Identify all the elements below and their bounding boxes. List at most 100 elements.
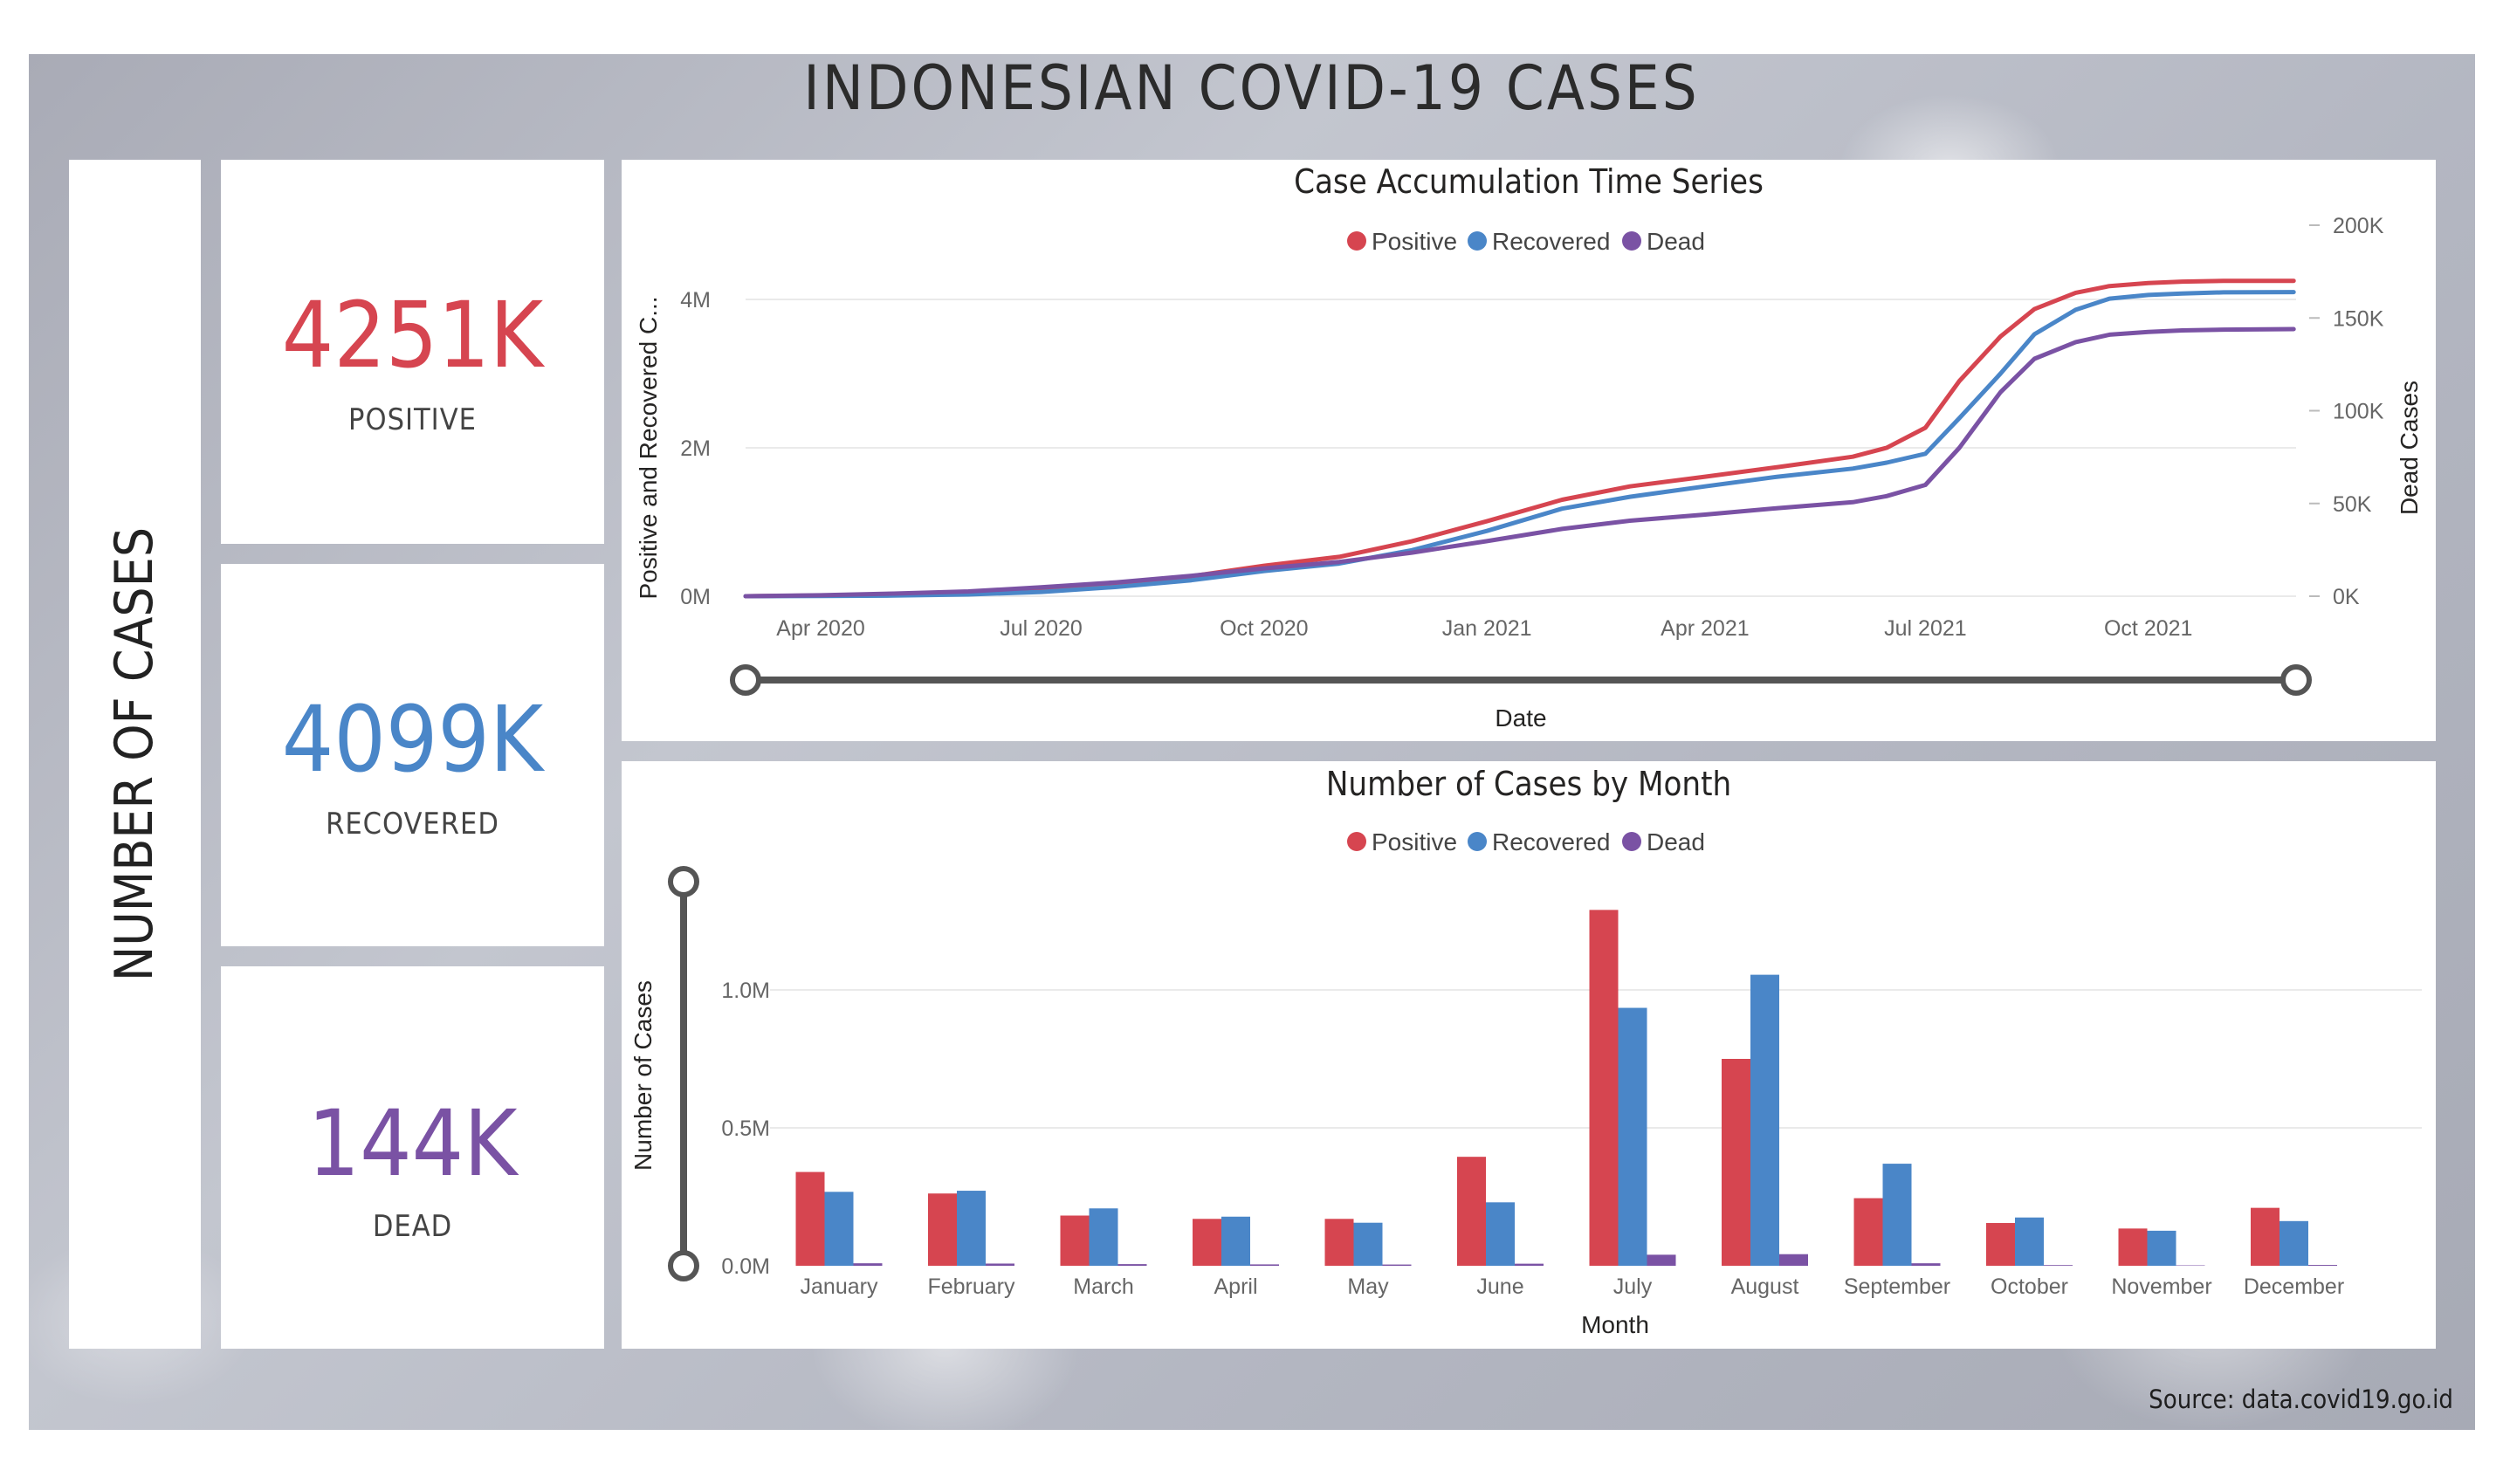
x-tick-label: Jan 2021: [1442, 616, 1532, 641]
bar-recovered[interactable]: [1353, 1222, 1383, 1266]
bar-positive[interactable]: [1457, 1157, 1486, 1266]
bar-positive[interactable]: [1193, 1219, 1221, 1266]
x-axis-ticks: Apr 2020 Jul 2020 Oct 2020 Jan 2021 Apr 2021…: [776, 616, 2192, 641]
kpi-value-dead: 144K: [307, 1090, 518, 1197]
slider-handle-bottom[interactable]: [668, 1250, 699, 1281]
x-tick-label: August: [1731, 1274, 1799, 1299]
date-range-slider[interactable]: [730, 664, 2312, 696]
y-tick-label: 0M: [680, 585, 711, 609]
slider-handle-end[interactable]: [2280, 664, 2312, 696]
bar-recovered[interactable]: [824, 1192, 854, 1266]
value-range-slider[interactable]: [668, 866, 699, 1281]
bar-dead[interactable]: [2308, 1265, 2337, 1266]
bar-recovered[interactable]: [1882, 1164, 1912, 1266]
x-tick-label: September: [1844, 1274, 1950, 1299]
x-tick-label: Jul 2020: [1000, 616, 1083, 641]
bar-dead[interactable]: [1779, 1254, 1808, 1266]
y-tick-label: 2M: [680, 436, 711, 461]
bar-positive[interactable]: [2118, 1228, 2148, 1266]
bar-recovered[interactable]: [1089, 1208, 1118, 1266]
bar-dead[interactable]: [2044, 1265, 2073, 1266]
y-tick-label: 4M: [680, 288, 711, 313]
monthly-bar-chart: Number of Cases by Month Positive Recove…: [629, 765, 2422, 1338]
bar-recovered[interactable]: [2147, 1230, 2176, 1266]
slider-handle-top[interactable]: [668, 866, 699, 897]
legend-label-dead[interactable]: Dead: [1647, 228, 1705, 255]
bar-positive[interactable]: [1853, 1198, 1883, 1266]
x-tick-label: March: [1073, 1274, 1133, 1299]
kpi-label-dead: DEAD: [372, 1209, 453, 1244]
legend-label-recovered[interactable]: Recovered: [1492, 228, 1610, 255]
kpi-label-positive: POSITIVE: [348, 402, 477, 437]
legend-marker-recovered[interactable]: [1468, 832, 1487, 851]
bar-recovered[interactable]: [1618, 1007, 1647, 1266]
bar-recovered[interactable]: [2280, 1220, 2308, 1266]
legend-marker-dead[interactable]: [1622, 231, 1641, 251]
bar-recovered[interactable]: [1750, 974, 1779, 1266]
x-tick-label: October: [1991, 1274, 2068, 1299]
x-tick-label: June: [1476, 1274, 1523, 1299]
series-line-recovered[interactable]: [743, 290, 2296, 599]
legend-marker-recovered[interactable]: [1468, 231, 1487, 251]
bar-dead[interactable]: [1382, 1264, 1412, 1266]
legend-label-positive[interactable]: Positive: [1372, 828, 1457, 855]
bar-recovered[interactable]: [2015, 1217, 2044, 1266]
y2-tick-label: 200K: [2333, 214, 2384, 238]
bar-dead[interactable]: [1515, 1263, 1544, 1266]
series-line-positive[interactable]: [743, 278, 2296, 599]
time-series-panel: Case Accumulation Time Series Positive R…: [622, 160, 2436, 741]
x-tick-label: Oct 2021: [2104, 616, 2192, 641]
bar-positive[interactable]: [2251, 1207, 2280, 1266]
bar-dead[interactable]: [853, 1263, 883, 1266]
kpi-card-recovered: 4099K RECOVERED: [221, 564, 604, 946]
legend-label-positive[interactable]: Positive: [1372, 228, 1457, 255]
x-tick-label: November: [2111, 1274, 2211, 1299]
legend-label-recovered[interactable]: Recovered: [1492, 828, 1610, 855]
side-label-panel: NUMBER OF CASES: [69, 160, 201, 1349]
bar-dead[interactable]: [1250, 1264, 1279, 1266]
kpi-value-recovered: 4099K: [281, 686, 544, 793]
bar-positive[interactable]: [1324, 1219, 1354, 1266]
bar-positive[interactable]: [1589, 910, 1619, 1266]
monthly-bar-panel: Number of Cases by Month Positive Recove…: [622, 761, 2436, 1349]
bar-positive[interactable]: [795, 1171, 825, 1266]
kpi-card-dead: 144K DEAD: [221, 966, 604, 1349]
legend-marker-dead[interactable]: [1622, 832, 1641, 851]
y2-tick-label: 100K: [2333, 400, 2384, 424]
y-axis-title: Positive and Recovered C...: [635, 296, 662, 599]
x-tick-label: January: [801, 1274, 878, 1299]
x-tick-label: Apr 2021: [1661, 616, 1749, 641]
slider-handle-start[interactable]: [730, 664, 761, 696]
legend-marker-positive[interactable]: [1347, 231, 1366, 251]
legend-label-dead[interactable]: Dead: [1647, 828, 1705, 855]
x-tick-label: December: [2244, 1274, 2344, 1299]
bar-dead[interactable]: [986, 1263, 1014, 1266]
bar-recovered[interactable]: [1486, 1202, 1515, 1266]
y2-axis-ticks: 0K 50K 100K 150K 200K: [2309, 214, 2384, 609]
legend: Positive Recovered Dead: [1347, 828, 1705, 855]
series-line-dead[interactable]: [743, 326, 2296, 599]
bar-dead[interactable]: [1117, 1264, 1147, 1266]
bar-positive[interactable]: [1986, 1223, 2015, 1266]
time-series-chart: Case Accumulation Time Series Positive R…: [635, 162, 2423, 732]
x-axis-title: Date: [1495, 704, 1546, 732]
y-tick-label: 0.5M: [721, 1116, 770, 1141]
legend-marker-positive[interactable]: [1347, 832, 1366, 851]
bar-positive[interactable]: [1060, 1215, 1090, 1266]
bar-recovered[interactable]: [957, 1191, 986, 1266]
y2-tick-label: 50K: [2333, 492, 2372, 517]
bar-dead[interactable]: [1647, 1254, 1676, 1266]
bar-recovered[interactable]: [1221, 1216, 1250, 1266]
chart-title: Case Accumulation Time Series: [1294, 162, 1764, 201]
x-tick-label: April: [1214, 1274, 1257, 1299]
bar-dead[interactable]: [1911, 1263, 1941, 1266]
x-axis-title: Month: [1581, 1311, 1649, 1338]
bar-positive[interactable]: [1722, 1059, 1750, 1266]
x-tick-label: May: [1347, 1274, 1389, 1299]
side-label: NUMBER OF CASES: [104, 526, 165, 982]
kpi-card-positive: 4251K POSITIVE: [221, 160, 604, 544]
page-title: INDONESIAN COVID-19 CASES: [803, 52, 1700, 124]
bar-positive[interactable]: [928, 1193, 957, 1266]
x-axis-ticks: January February March April May June July Augu…: [801, 1274, 2345, 1299]
y2-tick-label: 150K: [2333, 306, 2384, 331]
